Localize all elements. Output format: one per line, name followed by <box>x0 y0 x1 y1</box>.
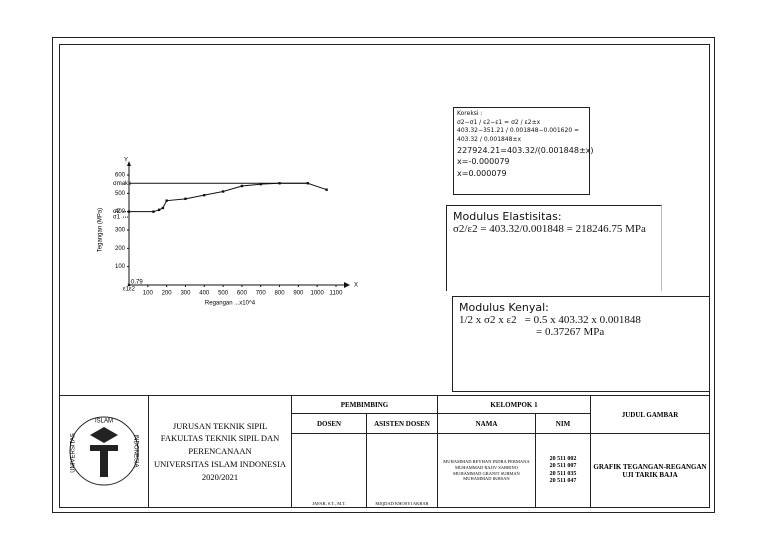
y-tick-label: 500 <box>115 191 126 197</box>
elastic-modulus-box: Modulus Elastisitas: σ2/ε2 = 403.32/0.00… <box>446 205 662 291</box>
y-tick-label: 400 <box>115 209 126 215</box>
box-title: Modulus Elastisitas: <box>453 210 562 223</box>
equation: 227924.21=403.32/(0.001848±x) <box>457 145 594 155</box>
data-point <box>157 208 161 212</box>
equation: x=0.000079 <box>457 168 507 178</box>
data-point <box>127 210 131 213</box>
member-name: MUHAMMAD IKHSAN <box>463 476 510 482</box>
formula: = 0.5 x 403.32 x 0.001848 <box>524 314 641 326</box>
assistant: MIQDAD KHOSYI AKBAR <box>366 433 438 508</box>
x-tick-label: 100 <box>143 291 154 297</box>
header: NAMA <box>437 413 536 434</box>
logo-text: INDONESIA <box>132 434 138 467</box>
x-tick-label: 700 <box>256 291 267 297</box>
member-nim: 20 511 002 <box>549 456 577 463</box>
member-nim: 20 511 047 <box>549 477 577 484</box>
data-point <box>221 190 225 193</box>
formula: 1/2 x σ2 x ε2 <box>459 314 517 326</box>
data-point <box>165 199 168 202</box>
logo-emblem <box>90 426 118 477</box>
formula: σ2/ε2 = 403.32/0.001848 = 218246.75 MPa <box>453 223 646 235</box>
outer-frame <box>52 37 715 513</box>
y-tick-label: 600 <box>115 173 126 179</box>
x-arrow <box>344 282 350 288</box>
curve <box>128 182 327 285</box>
correction-box: Koreksi : σ2−σ1 / ε2−ε1 = σ2 / ε2±x 403.… <box>453 107 594 195</box>
data-point <box>278 182 281 185</box>
data-point <box>240 184 244 188</box>
x-tick-label: 900 <box>293 291 304 297</box>
box-title: Modulus Kenyal: <box>459 301 549 314</box>
x-axis-label: Regangan ...x10^4 <box>205 301 256 307</box>
member-name: MUHAMMAD RAJIV SABRINO <box>455 464 518 470</box>
x-tick-label: 1100 <box>330 291 344 297</box>
x-tick-label: 300 <box>180 291 191 297</box>
axis-symbol: Y <box>124 158 128 164</box>
department: FAKULTAS TEKNIK SIPIL DAN PERENCANAAN <box>160 433 280 457</box>
header: KELOMPOK 1 <box>437 395 591 414</box>
x-tick-label: 800 <box>275 291 286 297</box>
data-point <box>127 283 131 287</box>
resilience-modulus-box: Modulus Kenyal: 1/2 x σ2 x ε2 = 0.5 x 403… <box>452 296 710 392</box>
data-point <box>203 193 206 197</box>
header: DOSEN <box>291 413 367 434</box>
y-tick-label: 200 <box>115 246 126 252</box>
correction-title: Koreksi : <box>457 110 483 117</box>
title-block: ISLAM INDONESIA UNIVERSITAS JURUSAN TEKN… <box>59 395 710 508</box>
logo-cell: ISLAM INDONESIA UNIVERSITAS <box>59 395 149 508</box>
x-tick-label: 600 <box>237 291 248 297</box>
equation: 403.32−351.21 / 0.001848−0.001620 = 403.… <box>457 127 580 144</box>
x-tick-label: 500 <box>218 291 229 297</box>
lecturer: JAFAR, S.T., M.T. <box>291 433 367 508</box>
y-arrow <box>127 161 131 166</box>
department: UNIVERSITAS ISLAM INDONESIA <box>153 458 286 469</box>
nims-cell: 20 511 002 20 511 007 20 511 035 20 511 … <box>535 433 591 508</box>
logo-ring <box>69 416 139 485</box>
data-point <box>259 182 262 186</box>
y-axis-label: Tegangan (MPa) <box>98 208 104 252</box>
equation: x=-0.000079 <box>457 157 510 167</box>
stress-label: σ1 <box>113 215 121 221</box>
header: ASISTEN DOSEN <box>366 413 438 434</box>
drawing-title: GRAFIK TEGANGAN-REGANGAN UJI TARIK BAJA <box>590 433 710 508</box>
logo: ISLAM INDONESIA UNIVERSITAS <box>69 416 139 485</box>
department: JURUSAN TEKNIK SIPIL <box>172 420 268 431</box>
x-tick-label: 400 <box>199 291 210 297</box>
header: NIM <box>535 413 591 434</box>
x-tick-label: 1000 <box>311 291 325 297</box>
data-point <box>152 210 155 213</box>
data-point <box>325 188 328 191</box>
y-tick-label: 300 <box>115 228 126 234</box>
data-point <box>184 197 187 201</box>
member-name: MUHAMMAD GRANIT SUBMAN <box>453 470 520 476</box>
equation: σ2−σ1 / ε2−ε1 = σ2 / ε2±x <box>457 118 541 126</box>
axis-symbol: X <box>354 283 358 289</box>
logo-text: UNIVERSITAS <box>71 433 77 473</box>
data-point <box>306 182 309 185</box>
logo-text: ISLAM <box>95 418 113 424</box>
stress-label: σ2 <box>113 209 121 215</box>
names-cell: MUHAMMAD REYHAN INDRA PERMANA MUHAMMAD R… <box>437 433 536 508</box>
formula: = 0.37267 MPa <box>536 326 605 338</box>
header: JUDUL GAMBAR <box>590 395 710 434</box>
inner-frame <box>59 44 710 508</box>
member-nim: 20 511 035 <box>549 470 577 477</box>
header: PEMBIMBING <box>291 395 438 414</box>
origin-label: ε1ε2 <box>123 287 136 293</box>
department-cell: JURUSAN TEKNIK SIPIL FAKULTAS TEKNIK SIP… <box>148 395 292 508</box>
member-nim: 20 511 007 <box>549 463 577 470</box>
chart: Y X Tegangan (MPa) Regangan ...x10^4 100 200 3… <box>98 158 358 307</box>
stress-label: σmaks <box>113 181 131 187</box>
x-tick-label: 200 <box>162 291 173 297</box>
y-tick-label: 100 <box>115 264 126 270</box>
origin-label: 0.79 <box>131 280 143 286</box>
member-name: MUHAMMAD REYHAN INDRA PERMANA <box>443 458 530 464</box>
data-point <box>161 206 165 210</box>
department: 2020/2021 <box>201 471 239 482</box>
